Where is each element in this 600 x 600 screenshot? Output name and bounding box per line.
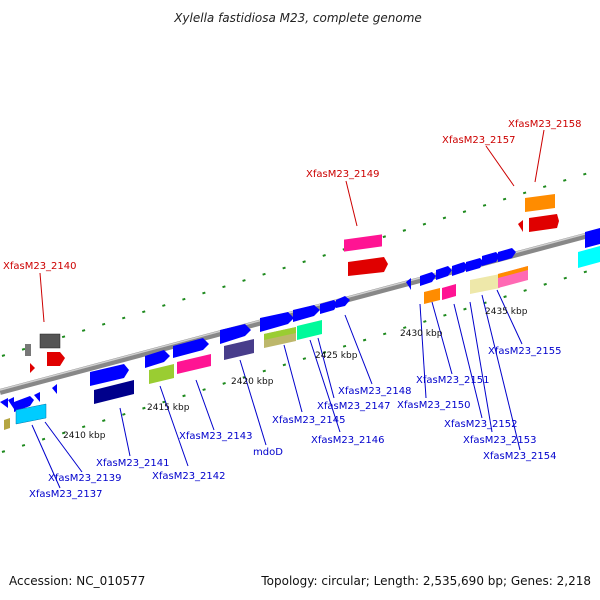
gene-label-2140[interactable]: XfasM23_2140 — [3, 261, 77, 272]
gene-arrow — [336, 296, 350, 308]
gene-arrow — [518, 220, 523, 232]
gene-arrow — [466, 258, 484, 272]
gene-block — [442, 284, 456, 300]
gene-arrow — [220, 324, 251, 344]
gene-block — [4, 418, 10, 430]
leader-2137 — [31, 424, 61, 489]
gene-block — [578, 246, 600, 268]
gene-block — [525, 194, 555, 212]
gene-arrow — [90, 364, 129, 386]
gene-arrow — [406, 278, 411, 290]
leader-2139 — [44, 421, 83, 473]
scale-label-2415: 2415 kbp — [147, 403, 190, 413]
gene-arrow — [47, 352, 65, 366]
gene-label-2139[interactable]: XfasM23_2139 — [48, 473, 122, 484]
gene-block — [94, 380, 134, 404]
gene-label-2157[interactable]: XfasM23_2157 — [442, 135, 516, 146]
scale-label-2430: 2430 kbp — [400, 329, 443, 339]
gene-block — [177, 354, 211, 374]
leader-2148 — [344, 314, 373, 385]
gene-label-mdoD[interactable]: mdoD — [253, 447, 283, 458]
gene-arrow — [145, 350, 170, 368]
gene-arrow — [585, 228, 600, 248]
gene-label-2146[interactable]: XfasM23_2146 — [311, 435, 385, 446]
forward-features — [0, 228, 600, 412]
gene-label-2151[interactable]: XfasM23_2151 — [416, 375, 490, 386]
lower-features — [4, 246, 600, 430]
scale-label-2425: 2425 kbp — [315, 351, 358, 361]
gene-block — [25, 344, 31, 356]
scale-label-2435: 2435 kbp — [485, 307, 528, 317]
gene-arrow — [34, 392, 40, 402]
leader-2143 — [195, 379, 215, 431]
gene-block — [39, 333, 61, 349]
gene-label-2148[interactable]: XfasM23_2148 — [338, 386, 412, 397]
leader-2158 — [534, 129, 545, 183]
gene-label-2147[interactable]: XfasM23_2147 — [317, 401, 391, 412]
leader-2145 — [283, 344, 303, 413]
leader-2149 — [345, 180, 358, 227]
gene-arrow — [452, 262, 468, 276]
gene-arrow — [436, 266, 452, 280]
upper-features — [25, 194, 559, 373]
gene-label-2149[interactable]: XfasM23_2149 — [306, 169, 380, 180]
leader-2147 — [317, 337, 335, 399]
gene-block — [149, 364, 174, 384]
leader-lines — [31, 289, 523, 489]
leader-2151 — [431, 301, 453, 375]
gene-block — [424, 288, 440, 304]
gene-arrow — [420, 272, 436, 286]
gene-arrow — [8, 397, 14, 409]
gene-block — [297, 320, 322, 340]
gene-arrow — [482, 252, 500, 266]
accession-text: Accession: NC_010577 — [9, 574, 145, 588]
genome-summary-text: Topology: circular; Length: 2,535,690 bp… — [260, 574, 591, 588]
gene-label-2154[interactable]: XfasM23_2154 — [483, 451, 557, 462]
gene-label-2155[interactable]: XfasM23_2155 — [488, 346, 562, 357]
gene-block — [224, 339, 254, 360]
gene-label-2153[interactable]: XfasM23_2153 — [463, 435, 537, 446]
scale-label-2410: 2410 kbp — [63, 431, 106, 441]
leader-2157 — [485, 145, 515, 187]
map-title: Xylella fastidiosa M23, complete genome — [173, 11, 422, 25]
gene-arrow — [498, 248, 516, 262]
leader-2155 — [496, 289, 523, 345]
gene-label-2142[interactable]: XfasM23_2142 — [152, 471, 226, 482]
gene-arrow — [348, 257, 388, 276]
gene-block — [470, 274, 500, 294]
gene-block — [15, 403, 47, 425]
leader-2141 — [119, 407, 131, 457]
gene-arrow — [52, 384, 57, 394]
leader-lines-red — [39, 129, 545, 323]
gene-arrow — [320, 300, 338, 314]
gene-arrow — [260, 312, 294, 332]
gene-label-2152[interactable]: XfasM23_2152 — [444, 419, 518, 430]
gene-arrow — [173, 338, 209, 358]
gene-label-2150[interactable]: XfasM23_2150 — [397, 400, 471, 411]
gene-label-2158[interactable]: XfasM23_2158 — [508, 119, 582, 130]
gene-block — [264, 327, 296, 340]
gene-block — [498, 266, 528, 278]
gene-label-2143[interactable]: XfasM23_2143 — [179, 431, 253, 442]
leader-mdoD — [239, 359, 267, 446]
gene-arrow — [293, 305, 320, 322]
leader-2146 — [309, 339, 341, 433]
gene-label-2141[interactable]: XfasM23_2141 — [96, 458, 170, 469]
leader-2150 — [419, 303, 427, 399]
gene-arrow — [30, 363, 35, 373]
gene-arrow — [529, 214, 559, 232]
gene-arrow — [0, 398, 8, 408]
leader-2153 — [469, 301, 493, 433]
scale-label-2420: 2420 kbp — [231, 377, 274, 387]
gene-label-2137[interactable]: XfasM23_2137 — [29, 489, 103, 500]
leader-2140 — [39, 272, 45, 323]
leader-2154 — [481, 294, 521, 451]
leader-2152 — [453, 303, 483, 419]
gene-block — [344, 234, 382, 252]
leader-2142 — [159, 385, 189, 467]
gene-label-2145[interactable]: XfasM23_2145 — [272, 415, 346, 426]
gene-arrow — [14, 396, 34, 412]
